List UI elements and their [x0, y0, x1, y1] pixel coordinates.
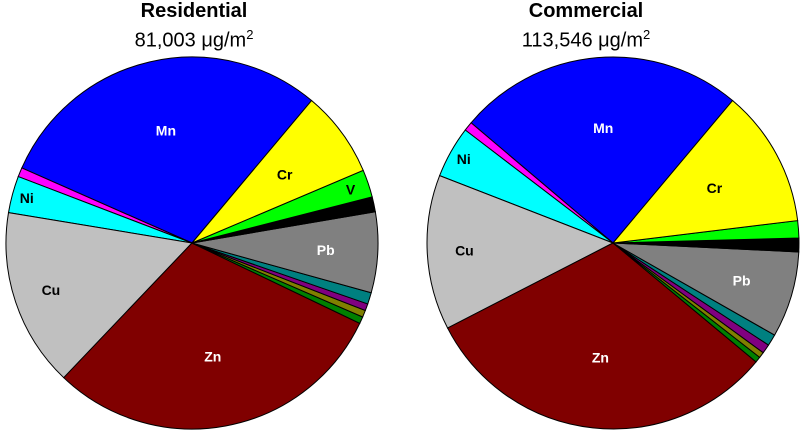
residential-title: Residential — [140, 0, 248, 22]
residential-pie-chart: Mn Ni Cu Zn Pb V Cr — [5, 56, 379, 430]
residential-total-value: 81,003 — [134, 29, 196, 52]
residential-slice-cu — [5, 212, 194, 379]
commercial-label-cr: Cr — [707, 180, 723, 196]
commercial-label-zn: Zn — [592, 350, 609, 366]
residential-label-zn: Zn — [204, 348, 221, 364]
commercial-slice-cu — [426, 174, 615, 329]
residential-label-ni: Ni — [20, 190, 34, 206]
residential-label-mn: Mn — [156, 123, 176, 139]
residential-label-cr: Cr — [277, 166, 293, 182]
commercial-label-ni: Ni — [457, 151, 471, 167]
residential-slice-mn — [21, 56, 313, 244]
residential-label-v: V — [346, 181, 356, 197]
commercial-label-pb: Pb — [733, 272, 751, 288]
residential-slice-zn — [63, 242, 361, 430]
residential-total-unit: μg/m — [201, 29, 247, 52]
residential-label-cu: Cu — [42, 282, 61, 298]
commercial-slice-zn — [446, 242, 757, 430]
commercial-label-cu: Cu — [455, 243, 474, 259]
commercial-total-label: 113,546 μg/m2 — [456, 24, 716, 52]
commercial-slice-cr — [611, 99, 799, 244]
commercial-title: Commercial — [528, 0, 644, 22]
commercial-pie-chart: Mn Ni Cu Zn Pb Cr — [426, 56, 800, 430]
residential-label-pb: Pb — [317, 242, 335, 258]
residential-slice-cr — [191, 99, 364, 244]
commercial-total-unit-exponent: 2 — [643, 27, 651, 42]
residential-total-label: 81,003 μg/m2 — [64, 24, 324, 52]
residential-total-unit-exponent: 2 — [246, 27, 254, 42]
commercial-total-unit: μg/m — [598, 29, 643, 52]
commercial-total-value: 113,546 — [521, 29, 593, 52]
commercial-label-mn: Mn — [593, 120, 613, 136]
commercial-slice-mn — [470, 56, 734, 244]
